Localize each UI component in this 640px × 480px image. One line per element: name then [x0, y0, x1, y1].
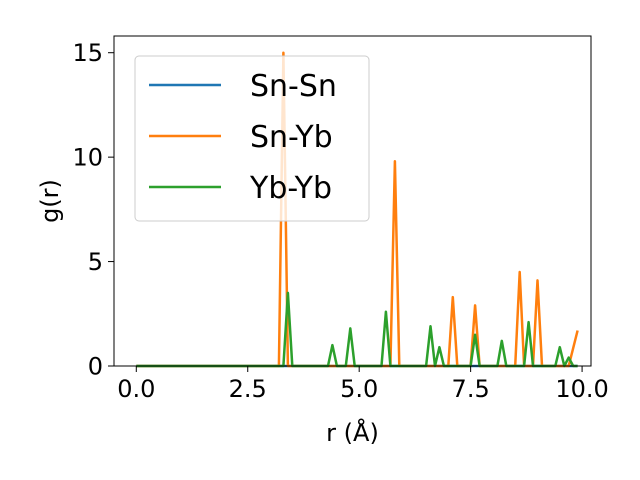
y-axis-label: g(r) [36, 179, 64, 223]
x-axis-ticks: 0.0 2.5 5.0 7.5 10.0 [117, 366, 609, 403]
y-tick-label: 0 [88, 353, 103, 381]
legend-label-sn-sn: Sn-Sn [250, 69, 337, 104]
y-tick-label: 10 [72, 144, 103, 172]
y-tick-label: 15 [72, 39, 103, 67]
legend-label-sn-yb: Sn-Yb [250, 120, 333, 155]
x-tick-label: 2.5 [229, 375, 267, 403]
x-tick-label: 5.0 [340, 375, 378, 403]
x-tick-label: 0.0 [117, 375, 155, 403]
x-axis-label: r (Å) [326, 418, 379, 447]
legend: Sn-Sn Sn-Yb Yb-Yb [134, 55, 370, 222]
y-tick-label: 5 [88, 248, 103, 276]
y-axis-ticks: 0 5 10 15 [72, 39, 114, 381]
x-tick-label: 10.0 [555, 375, 608, 403]
legend-label-yb-yb: Yb-Yb [249, 171, 332, 206]
legend-box [134, 55, 370, 222]
x-tick-label: 7.5 [452, 375, 490, 403]
plot-frame [113, 35, 592, 367]
